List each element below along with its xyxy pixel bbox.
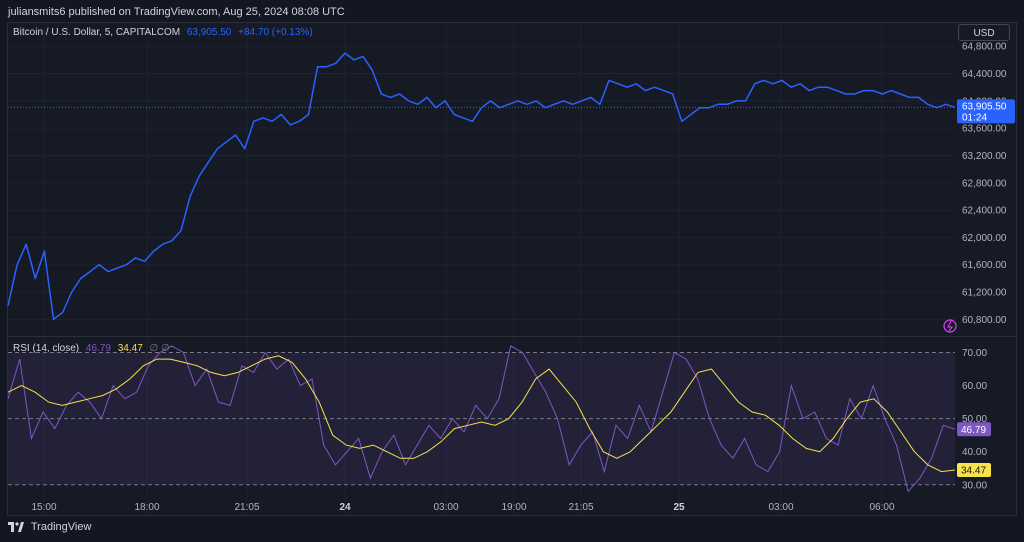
footer-brand-text: TradingView xyxy=(30,521,92,533)
currency-button[interactable]: USD xyxy=(958,24,1010,41)
rsi-ma-value-box xyxy=(957,462,991,477)
x-tick-label: 15:00 xyxy=(31,502,56,513)
x-tick-label: 25 xyxy=(673,502,685,513)
rsi-value-label: 46.79 xyxy=(961,425,986,436)
rsi-tick-label: 40.00 xyxy=(962,447,987,458)
x-tick-label: 21:05 xyxy=(234,502,259,513)
price-tick-label: 62,800.00 xyxy=(962,178,1007,189)
x-tick-label: 03:00 xyxy=(768,502,793,513)
symbol-legend: Bitcoin / U.S. Dollar, 5, CAPITALCOM 63,… xyxy=(13,27,317,38)
price-tick-label: 61,200.00 xyxy=(962,288,1007,299)
rsi-ma-value-label: 34.47 xyxy=(961,465,986,476)
rsi-legend-value: 46.79 xyxy=(85,343,111,354)
price-tick-label: 60,800.00 xyxy=(962,315,1007,326)
price-tick-label: 64,400.00 xyxy=(962,69,1007,80)
x-tick-label: 18:00 xyxy=(134,502,159,513)
rsi-tick-label: 70.00 xyxy=(962,348,987,359)
top-bar: juliansmits6 published on TradingView.co… xyxy=(0,0,1024,22)
rsi-legend: RSI (14, close) 46.79 34.47 ∅ ∅ xyxy=(13,343,174,354)
price-tick-label: 63,600.00 xyxy=(962,124,1007,135)
x-tick-label: 24 xyxy=(339,502,351,513)
price-tick-label: 62,400.00 xyxy=(962,206,1007,217)
symbol-title: Bitcoin / U.S. Dollar, 5, CAPITALCOM xyxy=(13,27,181,38)
price-tick-label: 63,200.00 xyxy=(962,151,1007,162)
tradingview-logo-icon xyxy=(8,522,24,533)
x-tick-label: 21:05 xyxy=(568,502,593,513)
lightning-bolt-icon xyxy=(947,320,954,332)
rsi-ma-series-line xyxy=(7,355,956,473)
price-label-value: 63,905.50 xyxy=(962,101,1007,112)
x-tick-label: 03:00 xyxy=(433,502,458,513)
price-label-countdown: 01:24 xyxy=(962,112,987,123)
price-series-line xyxy=(7,52,956,321)
rsi-title: RSI (14, close) xyxy=(13,343,80,354)
x-tick-label: 19:00 xyxy=(501,502,526,513)
x-tick-label: 06:00 xyxy=(869,502,894,513)
rsi-tick-label: 50.00 xyxy=(962,414,987,425)
rsi-tick-label: 60.00 xyxy=(962,381,987,392)
rsi-legend-icons: ∅ ∅ xyxy=(149,343,170,354)
rsi-legend-ma: 34.47 xyxy=(117,343,143,354)
chart-panel[interactable] xyxy=(7,22,1017,516)
rsi-value-box xyxy=(957,422,991,437)
price-tick-label: 61,600.00 xyxy=(962,260,1007,271)
lightning-icon[interactable] xyxy=(943,319,957,333)
published-info: juliansmits6 published on TradingView.co… xyxy=(8,6,345,18)
rsi-series-line xyxy=(7,345,956,493)
footer-brand: TradingView xyxy=(8,521,91,533)
price-tick-label: 64,800.00 xyxy=(962,42,1007,53)
legend-price: 63,905.50 xyxy=(186,27,232,38)
legend-change: +84.70 (+0.13%) xyxy=(238,27,313,38)
price-tick-label: 62,000.00 xyxy=(962,233,1007,244)
rsi-tick-label: 30.00 xyxy=(962,480,987,491)
price-label-box xyxy=(957,99,1015,124)
